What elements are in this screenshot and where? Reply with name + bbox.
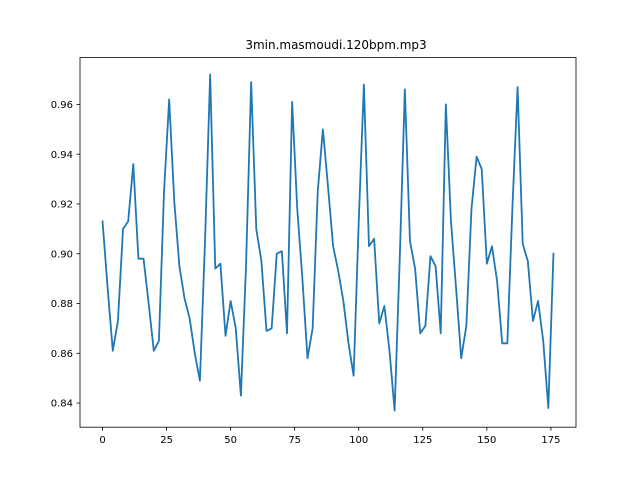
y-tick-label: 0.92 xyxy=(51,200,73,211)
x-tick-label: 75 xyxy=(288,435,301,446)
x-tick-label: 50 xyxy=(224,435,237,446)
x-tick-label: 100 xyxy=(349,435,368,446)
y-tick-label: 0.88 xyxy=(51,299,73,310)
plot-frame xyxy=(79,57,577,428)
y-tick-label: 0.84 xyxy=(51,399,73,410)
series-line-0 xyxy=(101,73,555,412)
x-tick-label: 175 xyxy=(541,435,560,446)
y-tick-label: 0.96 xyxy=(51,100,73,111)
x-tick-label: 150 xyxy=(477,435,496,446)
axis-layer: 0 25 50 75 100 125 150 175 0.84 0.86 0.88 0.90 0.92 0… xyxy=(51,100,561,446)
x-tick-label: 125 xyxy=(413,435,432,446)
y-tick-label: 0.90 xyxy=(51,249,73,260)
chart-title: 3min.masmoudi.120bpm.mp3 xyxy=(245,38,426,52)
x-tick-label: 0 xyxy=(99,435,105,446)
y-tick-label: 0.86 xyxy=(51,349,73,360)
y-tick-label: 0.94 xyxy=(51,150,73,161)
plot-layer xyxy=(101,73,555,412)
x-tick-label: 25 xyxy=(160,435,173,446)
